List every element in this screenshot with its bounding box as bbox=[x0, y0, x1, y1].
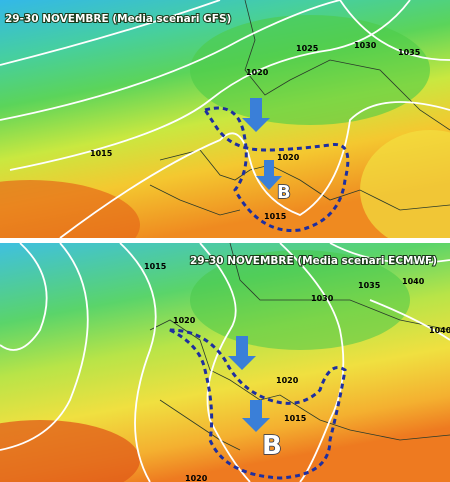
low-outline bbox=[202, 106, 350, 232]
isobar-label: 1020 bbox=[246, 68, 269, 77]
map-title: 29-30 NOVEMBRE (Media scenari GFS) bbox=[5, 13, 231, 25]
separator bbox=[0, 238, 450, 243]
low-outline bbox=[169, 328, 347, 480]
arrow bbox=[256, 160, 282, 190]
isobar bbox=[0, 0, 450, 239]
isobar-label: 1015 bbox=[144, 262, 167, 271]
isobar-label: 1035 bbox=[358, 281, 381, 290]
map-ecmwf: 29-30 NOVEMBRE (Media scenari ECMWF) 101… bbox=[0, 218, 450, 482]
isobar-label: 1025 bbox=[296, 44, 319, 53]
arrow bbox=[242, 98, 270, 132]
isobar-label: 1020 bbox=[277, 153, 300, 162]
isobar-label: 1030 bbox=[311, 294, 334, 303]
map-title: 29-30 NOVEMBRE (Media scenari ECMWF) bbox=[190, 255, 437, 267]
isobar-label: 1035 bbox=[398, 48, 421, 57]
isobar-label: 1040 bbox=[402, 277, 425, 286]
isobar-label: 1030 bbox=[354, 41, 377, 50]
low-pressure-area bbox=[0, 218, 70, 358]
pressure-area bbox=[0, 420, 140, 482]
isobar-label: 1015 bbox=[284, 414, 307, 423]
low-label: B bbox=[277, 182, 291, 203]
isobar-label: 1020 bbox=[276, 376, 299, 385]
isobar-label: 1015 bbox=[264, 212, 287, 221]
map-gfs: 29-30 NOVEMBRE (Media scenari GFS) 1025 … bbox=[0, 0, 450, 270]
arrow bbox=[228, 336, 256, 370]
arrow bbox=[242, 400, 270, 432]
isobar-label: 1020 bbox=[185, 474, 208, 482]
isobar-label: 1020 bbox=[173, 316, 196, 325]
isobar-label: 1015 bbox=[90, 149, 113, 158]
isobar-label: 1040 bbox=[429, 326, 450, 335]
pressure-area bbox=[360, 130, 450, 250]
low-label: B bbox=[262, 431, 282, 461]
